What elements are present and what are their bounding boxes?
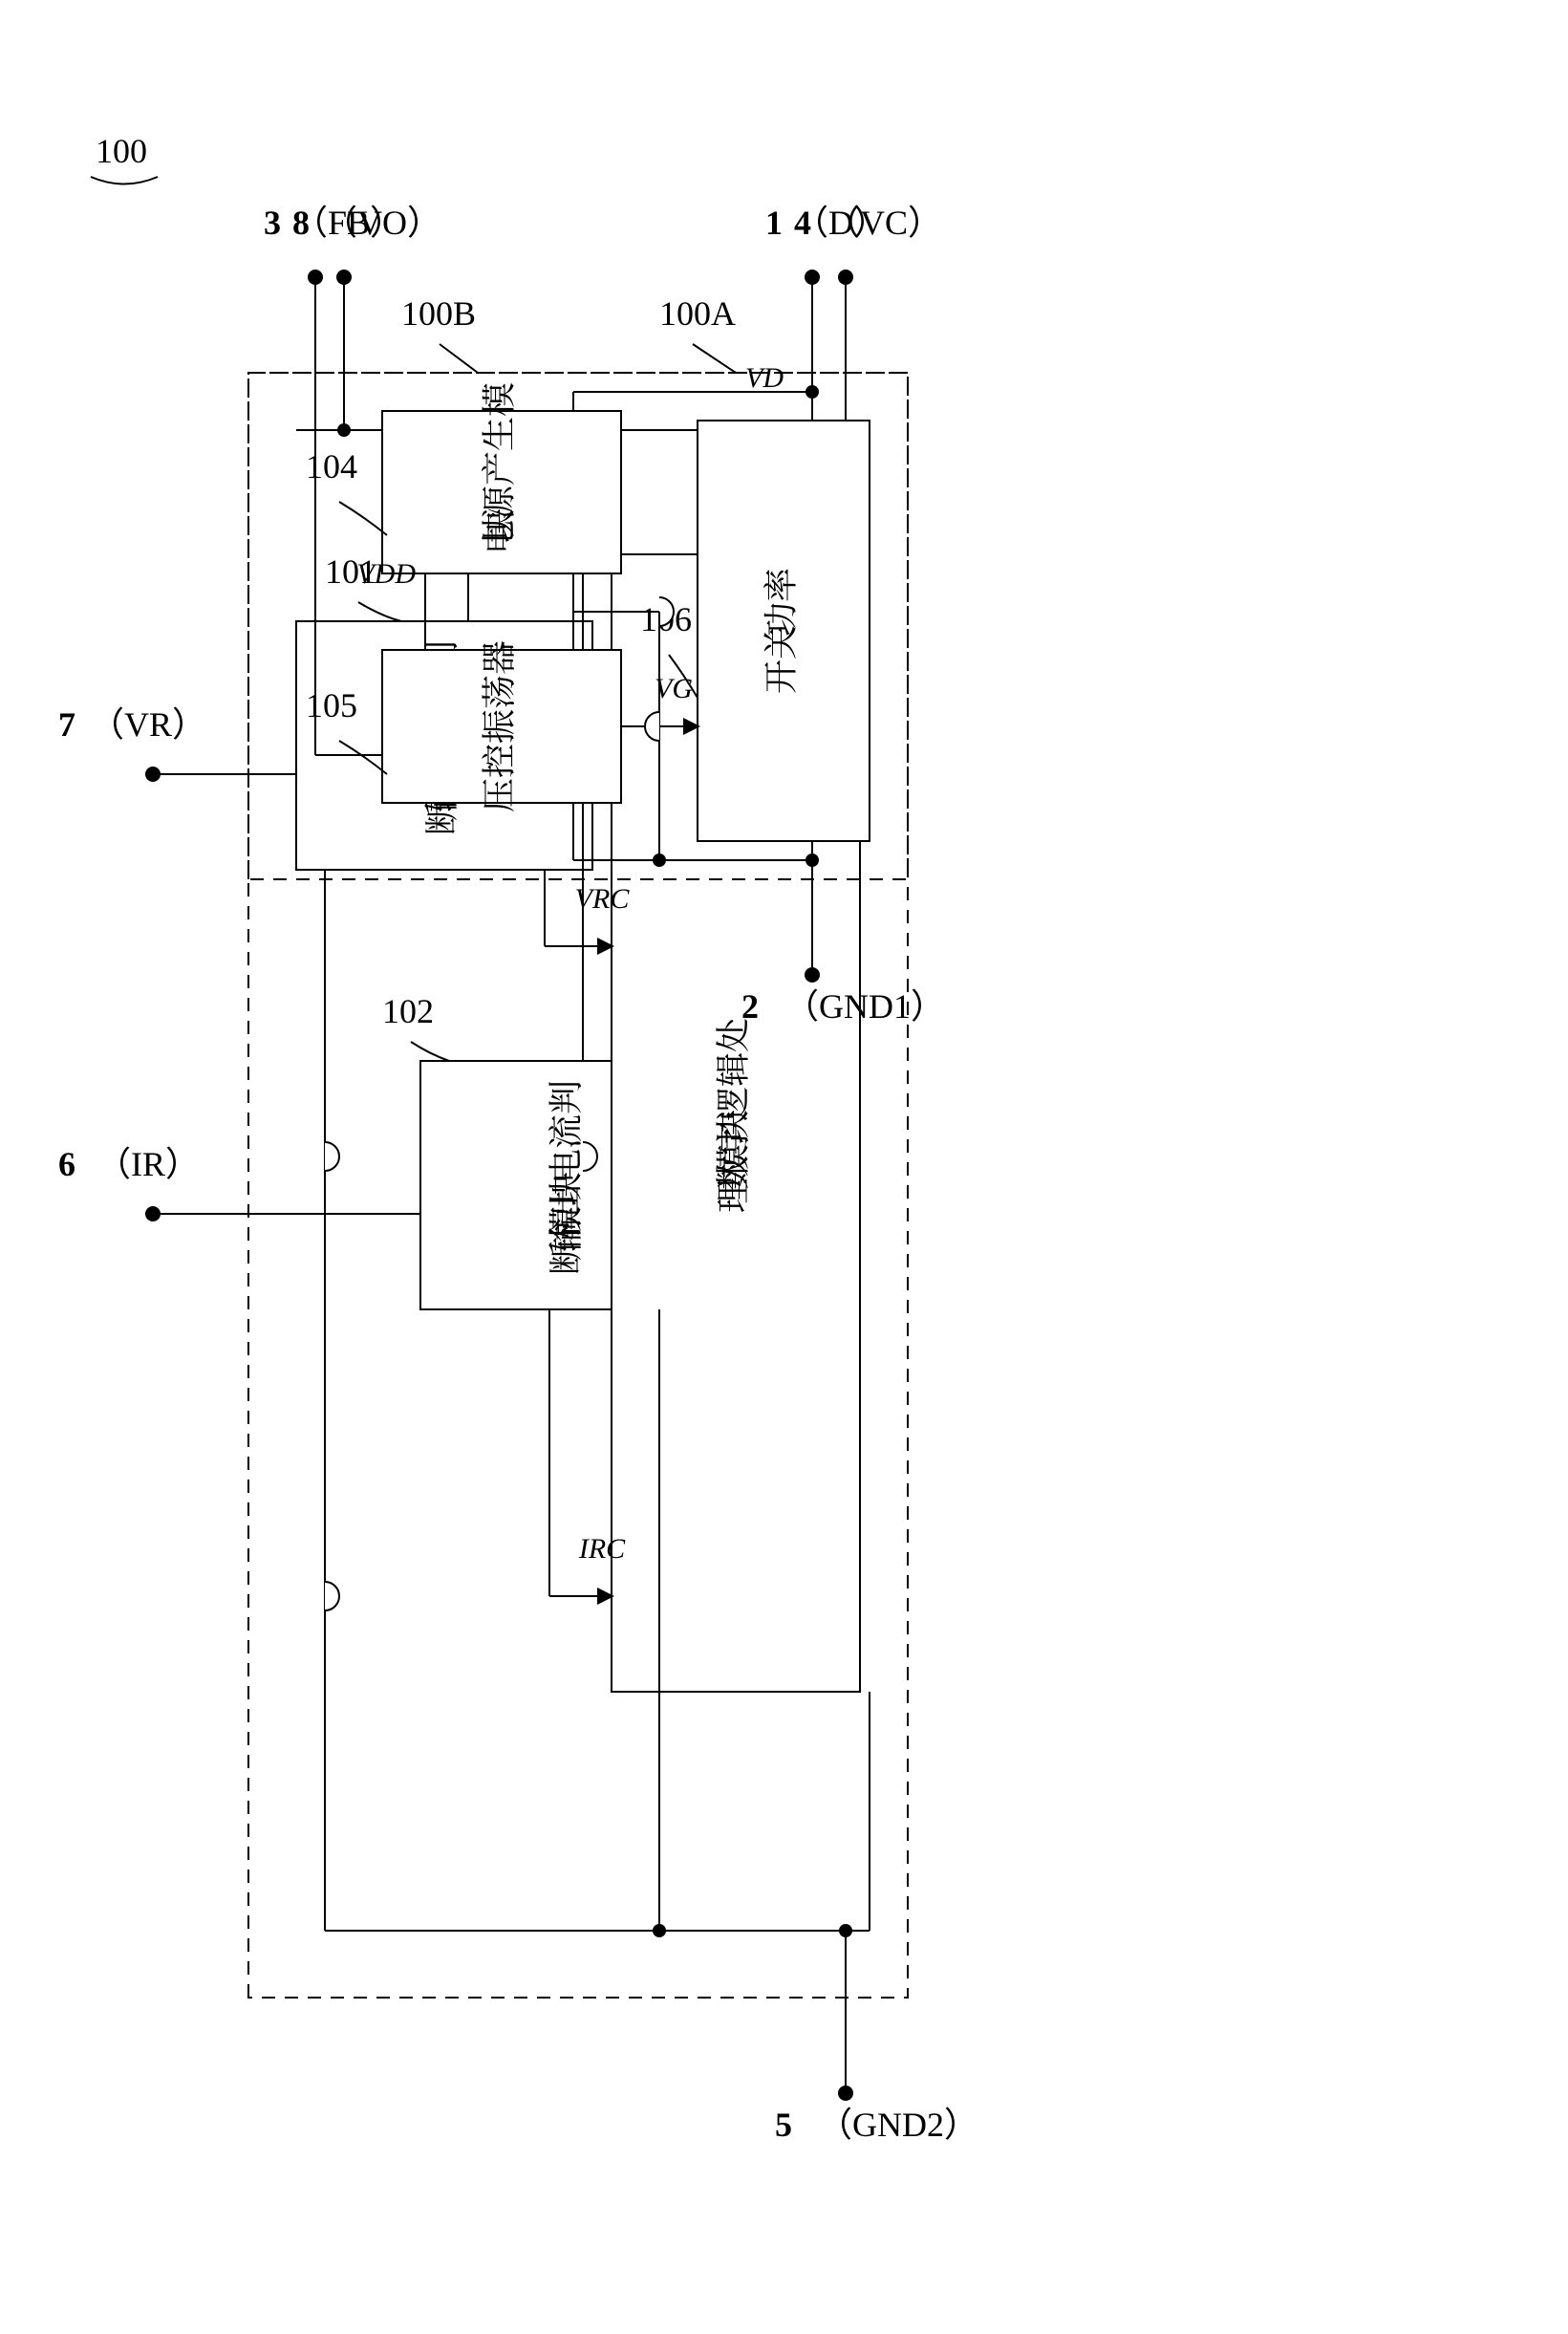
block-diagram: 100 8 （VO） 4 （VC） [0,0,1568,2334]
svg-text:（GND1）: （GND1） [784,987,945,1026]
signal-vrc: VRC [575,883,631,915]
svg-text:开关: 开关 [754,625,803,694]
svg-text:断模块: 断模块 [539,1172,588,1275]
svg-text:块: 块 [472,508,521,543]
pin-3: 3 （FB） [264,204,404,373]
svg-text:7: 7 [58,705,75,744]
chip-100b-ref: 100B [401,294,478,373]
svg-text:（D）: （D） [794,204,888,242]
signal-vg: VG [655,673,693,704]
svg-text:（IR）: （IR） [97,1145,200,1183]
svg-text:1: 1 [765,204,783,242]
pin-6: 6 （IR） [58,1145,200,1221]
svg-text:2: 2 [741,987,759,1026]
svg-text:100A: 100A [659,294,736,333]
signal-irc: IRC [578,1533,626,1565]
signal-vd: VD [745,362,784,394]
chip-100a-ref: 100A [659,294,736,373]
svg-text:（VR）: （VR） [90,705,206,744]
pin-1: 1 （D） [765,204,888,373]
svg-text:6: 6 [58,1145,75,1183]
pin-7: 7 （VR） [58,705,206,782]
svg-text:（GND2）: （GND2） [818,2106,978,2144]
pin-5: 5 （GND2） [775,1998,978,2144]
svg-text:（FB）: （FB） [293,204,404,242]
ref-100: 100 [96,132,147,170]
svg-text:104: 104 [306,447,357,486]
svg-text:3: 3 [264,204,281,242]
svg-text:5: 5 [775,2106,792,2144]
ref-100-brace [91,177,158,184]
svg-text:100B: 100B [401,294,476,333]
wire-hop-3 [325,1582,339,1610]
signal-vdd: VDD [356,558,416,590]
svg-text:102: 102 [382,992,434,1030]
svg-text:105: 105 [306,686,357,724]
svg-text:压控振荡器: 压控振荡器 [472,640,521,812]
svg-text:理模块: 理模块 [706,1110,755,1213]
wire-hop-1 [325,1142,339,1171]
